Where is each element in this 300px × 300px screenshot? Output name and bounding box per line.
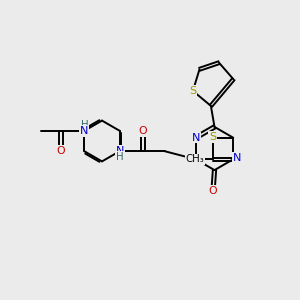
Text: CH₃: CH₃ (185, 154, 204, 164)
Text: H: H (80, 120, 88, 130)
Text: N: N (232, 153, 241, 163)
Text: N: N (187, 154, 196, 164)
Text: N: N (192, 133, 200, 143)
Text: O: O (139, 126, 147, 136)
Text: O: O (209, 186, 217, 196)
Text: N: N (116, 146, 124, 156)
Text: S: S (189, 86, 197, 96)
Text: O: O (57, 146, 65, 156)
Text: S: S (209, 132, 216, 142)
Text: N: N (80, 126, 88, 136)
Text: H: H (116, 152, 124, 162)
